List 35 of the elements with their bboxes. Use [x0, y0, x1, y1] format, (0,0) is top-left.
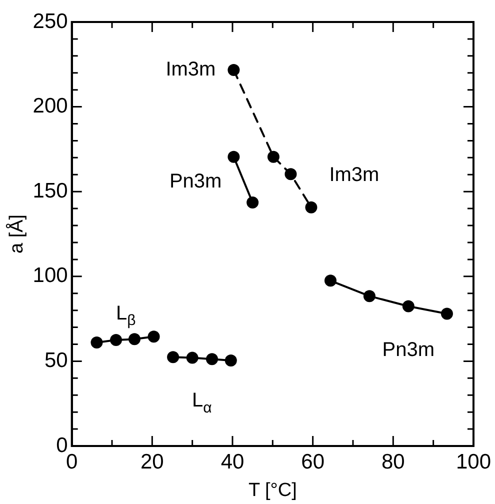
- y-axis-title: a [Å]: [6, 214, 28, 254]
- y-tick-label: 200: [32, 94, 68, 118]
- point: [186, 352, 198, 364]
- y-tick-label: 50: [44, 348, 68, 372]
- point: [228, 150, 240, 163]
- y-tick-label: 250: [32, 10, 68, 33]
- x-tick-label: 40: [220, 450, 244, 474]
- point: [148, 330, 160, 343]
- point: [363, 290, 376, 302]
- point: [246, 196, 259, 208]
- point: [110, 334, 122, 346]
- x-tick-label: 20: [140, 450, 164, 474]
- point: [440, 308, 453, 320]
- point: [128, 333, 140, 346]
- x-tick-label: 100: [456, 450, 492, 474]
- point: [324, 274, 336, 287]
- point: [402, 300, 414, 312]
- point: [206, 353, 218, 366]
- annotation: Im3m: [329, 164, 380, 186]
- series-label: Pn3m: [169, 170, 222, 192]
- x-tick-label: 60: [301, 450, 325, 474]
- series-label: Im3m: [166, 58, 216, 81]
- x-axis-title: T [°C]: [248, 480, 297, 501]
- y-tick-label: 150: [32, 179, 68, 202]
- point: [228, 64, 240, 76]
- point: [284, 168, 297, 180]
- legend-label: Pn3m: [382, 338, 435, 361]
- point: [267, 150, 280, 163]
- point: [224, 354, 237, 367]
- y-tick-label: 0: [56, 434, 68, 457]
- y-tick-label: 100: [32, 264, 68, 288]
- x-tick-label: 80: [381, 450, 405, 474]
- point: [305, 201, 318, 214]
- point: [167, 351, 180, 364]
- point: [90, 336, 103, 349]
